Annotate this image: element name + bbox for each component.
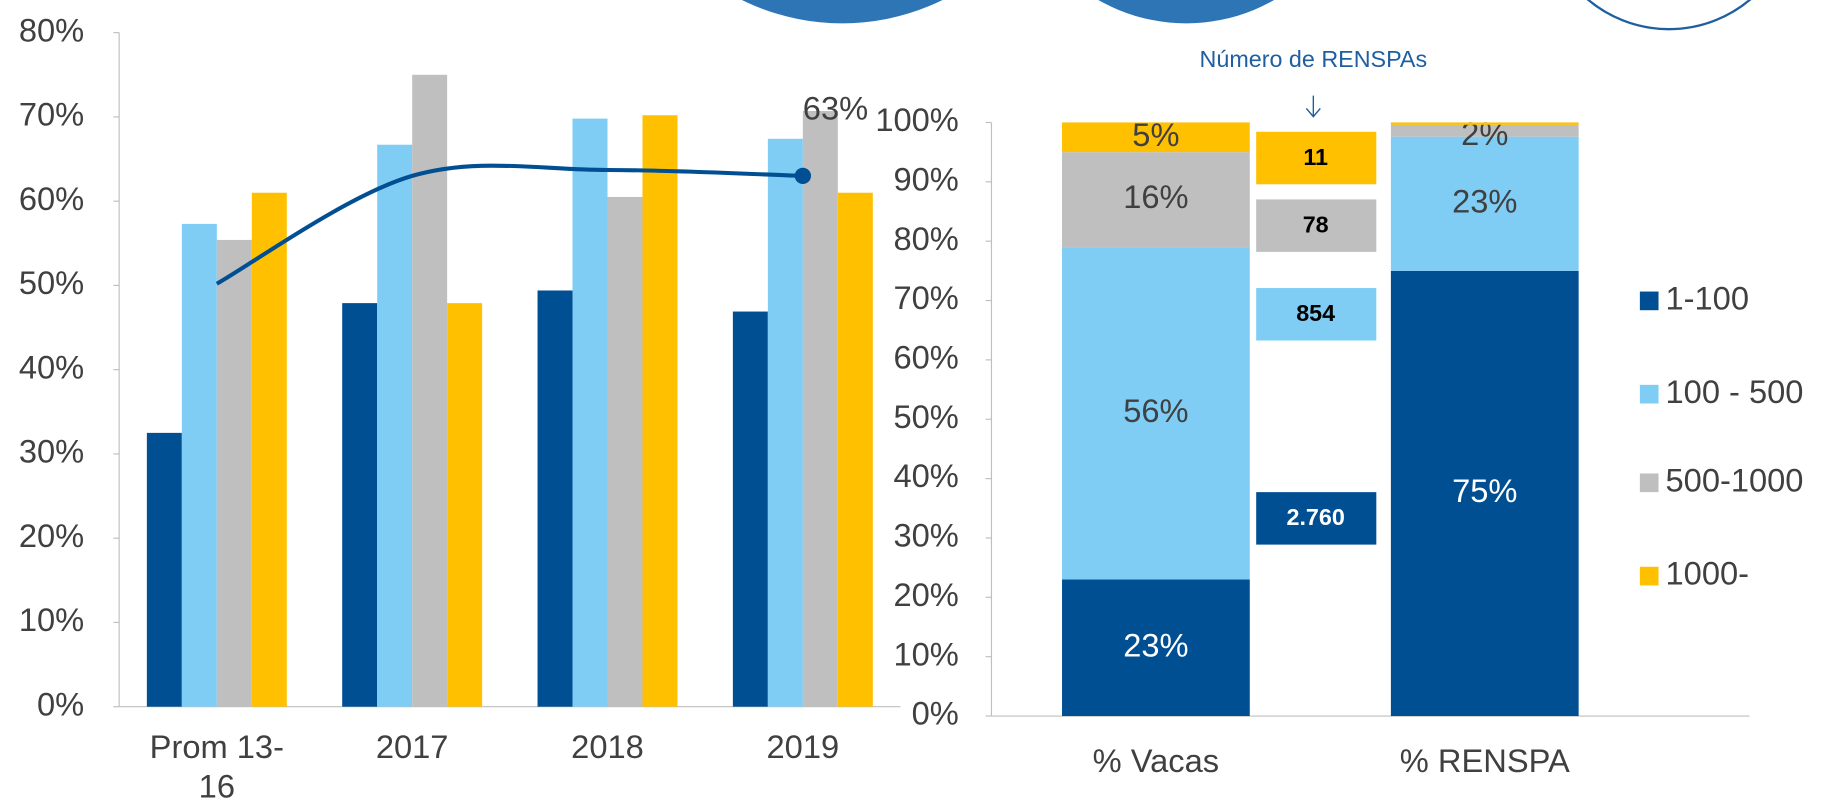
- data-label: 75%: [1452, 472, 1517, 509]
- data-label: 2%: [1461, 115, 1508, 152]
- count-label: 2.760: [1286, 504, 1344, 530]
- line-marker: [794, 167, 812, 185]
- x-tick-label: % Vacas: [1092, 742, 1220, 780]
- bar-segment: [1062, 579, 1250, 717]
- count-box: [1256, 288, 1377, 341]
- bar-segment: [1390, 122, 1579, 125]
- x-tick-label: 2018: [571, 728, 644, 766]
- decor-circle: [1098, 0, 1275, 24]
- y-tick-label: 40%: [19, 348, 84, 385]
- y-tick-label: 70%: [19, 96, 84, 133]
- data-label: 23%: [1123, 626, 1188, 663]
- count-label: 11: [1303, 144, 1328, 170]
- y-tick-label: 20%: [19, 517, 84, 554]
- y-tick-label: 30%: [893, 517, 958, 554]
- bar: [377, 144, 413, 707]
- count-box: [1256, 199, 1377, 252]
- y-tick-label: 80%: [893, 220, 958, 257]
- arrow: [1305, 95, 1321, 118]
- x-tick-text: 2018: [571, 728, 644, 766]
- legend-label: 1000-: [1666, 555, 1749, 592]
- x-tick-text: % RENSPA: [1399, 742, 1570, 780]
- bar: [342, 303, 378, 707]
- data-label: 56%: [1123, 392, 1188, 429]
- x-tick-label: 2017: [375, 728, 449, 766]
- legend-label: 100 - 500: [1666, 373, 1804, 410]
- y-tick-label: 100%: [875, 101, 958, 138]
- x-tick-label: 2019: [766, 728, 840, 766]
- legend-swatch: [1639, 384, 1659, 404]
- bar: [607, 196, 643, 707]
- legend-swatch: [1639, 291, 1659, 311]
- bar-segment: [1390, 124, 1579, 137]
- legend-label: 1-100: [1666, 280, 1749, 317]
- x-tick-text: 2017: [375, 728, 449, 766]
- legend-swatch: [1639, 566, 1659, 586]
- y-tick-label: 50%: [893, 398, 958, 435]
- bar: [767, 138, 803, 707]
- y-tick-label: 30%: [19, 433, 84, 470]
- y-tick-label: 10%: [19, 601, 84, 638]
- x-tick-text: Prom 13-16: [149, 728, 284, 805]
- bar: [447, 303, 483, 707]
- x-tick-label: % RENSPA: [1399, 742, 1570, 780]
- y-tick-label: 0%: [912, 695, 959, 732]
- y-tick-label: 90%: [893, 160, 958, 197]
- data-label: 23%: [1452, 182, 1517, 219]
- decor-circle: [741, 0, 943, 24]
- legend-label: 500-1000: [1666, 461, 1804, 498]
- bar-segment: [1390, 136, 1579, 271]
- bar: [251, 192, 287, 707]
- bar: [802, 111, 838, 707]
- legend-swatch: [1639, 473, 1659, 493]
- count-label: 78: [1303, 211, 1329, 237]
- count-box: [1256, 131, 1377, 185]
- bar: [181, 223, 217, 707]
- x-tick-label: Prom 13-16: [149, 728, 284, 805]
- x-tick-text: 2019: [766, 728, 840, 766]
- y-tick-label: 80%: [19, 11, 84, 48]
- y-tick-label: 60%: [19, 180, 84, 217]
- bar: [216, 239, 252, 707]
- bar-segment: [1062, 247, 1250, 580]
- annotation: Número de RENSPAs: [1200, 46, 1428, 72]
- y-tick-label: 50%: [19, 264, 84, 301]
- data-label: 5%: [1132, 116, 1179, 153]
- y-tick-label: 60%: [893, 339, 958, 376]
- decor-circle: [1586, 0, 1752, 31]
- y-tick-label: 40%: [893, 457, 958, 494]
- bar: [837, 192, 873, 707]
- data-label: 63%: [803, 89, 868, 126]
- y-tick-label: 0%: [37, 685, 84, 722]
- bar-segment: [1390, 270, 1579, 717]
- y-tick-label: 20%: [893, 576, 958, 613]
- bar: [732, 311, 768, 707]
- bar-segment: [1062, 122, 1250, 153]
- bar: [146, 432, 182, 707]
- y-tick-label: 10%: [893, 635, 958, 672]
- bar: [642, 115, 678, 707]
- data-label: 16%: [1123, 178, 1188, 215]
- bar: [537, 290, 573, 707]
- count-box: [1256, 492, 1377, 545]
- x-tick-text: % Vacas: [1092, 742, 1220, 780]
- bar: [572, 118, 608, 707]
- count-label: 854: [1296, 300, 1335, 326]
- bar: [412, 74, 448, 707]
- y-tick-label: 70%: [893, 279, 958, 316]
- bar-segment: [1062, 152, 1250, 248]
- line: [215, 163, 803, 286]
